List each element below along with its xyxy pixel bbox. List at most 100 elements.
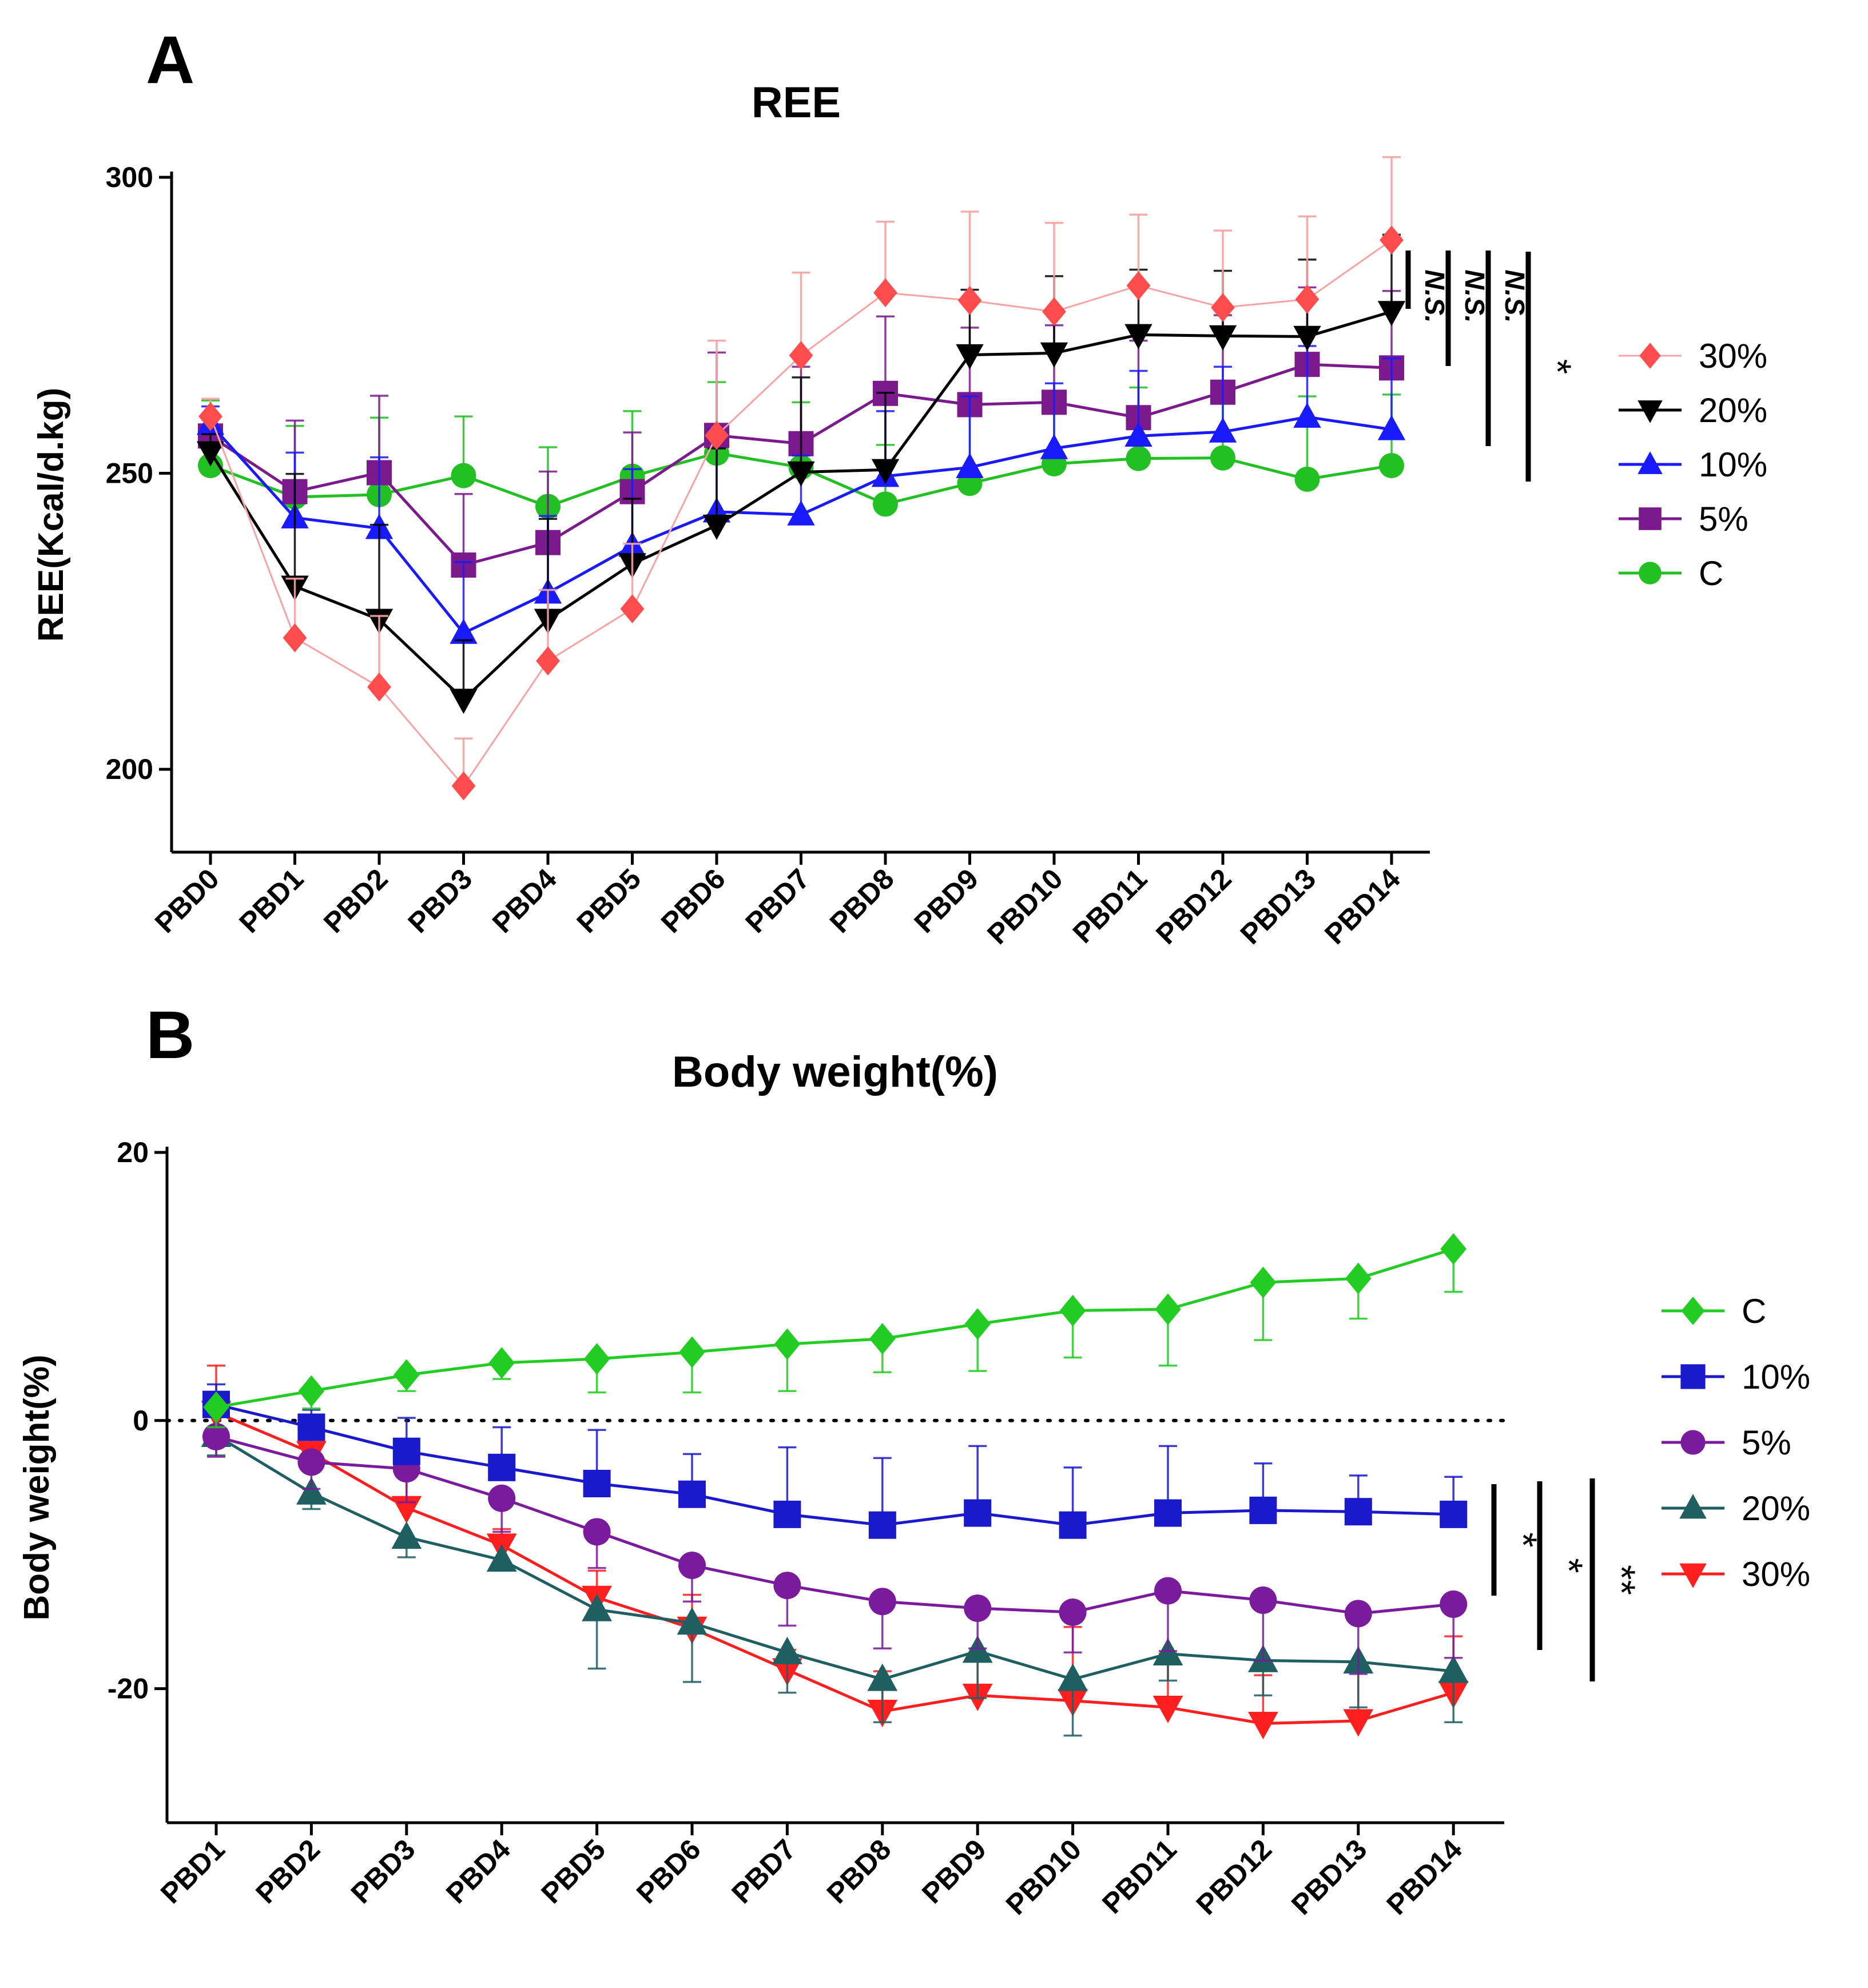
- data-point: [869, 1323, 896, 1355]
- x-tick-label: PBD1: [233, 862, 309, 939]
- x-tick-label: PBD5: [535, 1833, 611, 1910]
- legend-label: C: [1699, 554, 1723, 593]
- data-point: [488, 1484, 516, 1512]
- x-tick-label: PBD9: [908, 862, 984, 939]
- series-5pct: [202, 1422, 1468, 1675]
- data-point: [1042, 297, 1066, 327]
- data-point: [1059, 1511, 1087, 1539]
- data-point: [1344, 1498, 1372, 1526]
- data-point: [486, 1544, 517, 1572]
- data-point: [964, 1308, 991, 1340]
- significance-label: *: [1536, 359, 1579, 374]
- legend-label: C: [1742, 1292, 1766, 1330]
- x-tick-label: PBD14: [1380, 1833, 1468, 1921]
- y-axis-label: Body weight(%): [17, 1355, 57, 1621]
- data-point: [583, 1469, 611, 1497]
- significance-bracket: N.S.: [1445, 251, 1489, 366]
- data-point: [488, 1347, 515, 1379]
- data-point: [488, 1453, 516, 1481]
- y-tick-label: 300: [106, 161, 153, 193]
- data-point: [787, 461, 815, 487]
- legend-entry: C: [1662, 1292, 1766, 1330]
- data-point: [1154, 1577, 1182, 1605]
- y-tick-label: 200: [106, 753, 153, 785]
- data-point: [1440, 1233, 1466, 1265]
- data-point: [1295, 284, 1319, 314]
- data-point: [367, 672, 391, 702]
- data-point: [1209, 325, 1237, 351]
- data-point: [1040, 434, 1068, 459]
- x-tick-label: PBD11: [1067, 862, 1154, 949]
- data-point: [1440, 1500, 1468, 1528]
- x-tick-label: PBD4: [440, 1833, 516, 1910]
- data-point: [956, 344, 984, 369]
- data-point: [956, 452, 984, 478]
- data-point: [702, 514, 731, 540]
- data-point: [789, 341, 813, 370]
- data-point: [871, 459, 900, 484]
- data-point: [1126, 446, 1151, 471]
- series-C: [203, 1233, 1466, 1429]
- significance-label: N.S.: [1459, 269, 1489, 323]
- x-tick-label: PBD6: [655, 862, 732, 939]
- data-point: [1126, 271, 1151, 300]
- legend-marker: [1681, 1297, 1705, 1325]
- chart-title: REE: [752, 78, 841, 127]
- data-point: [705, 420, 729, 450]
- legend-label: 5%: [1699, 500, 1748, 538]
- data-point: [787, 500, 815, 526]
- data-point: [1059, 1598, 1087, 1626]
- x-tick-label: PBD11: [1096, 1833, 1183, 1920]
- data-point: [1209, 417, 1237, 443]
- data-point: [964, 1499, 992, 1527]
- data-point: [873, 278, 897, 308]
- data-point: [283, 623, 307, 653]
- data-point: [394, 1359, 420, 1391]
- legend-label: 20%: [1699, 391, 1767, 430]
- legend-label: 5%: [1742, 1424, 1791, 1462]
- y-tick-label: 0: [133, 1405, 149, 1437]
- x-tick-label: PBD4: [486, 862, 563, 939]
- x-tick-label: PBD7: [725, 1833, 802, 1910]
- data-point: [1058, 1663, 1088, 1691]
- significance-label: N.S.: [1499, 269, 1529, 323]
- data-point: [620, 594, 645, 623]
- significance-label: **: [1600, 1565, 1643, 1595]
- series-20pct: [201, 1419, 1469, 1737]
- legend-label: 30%: [1742, 1555, 1810, 1593]
- legend-entry: 5%: [1619, 500, 1748, 538]
- legend-marker: [1638, 451, 1663, 474]
- legend-marker: [1680, 1364, 1706, 1389]
- legend-entry: 20%: [1619, 391, 1767, 430]
- series-line: [216, 1435, 1454, 1615]
- legend-marker: [1639, 507, 1662, 530]
- series-10pct: [202, 1383, 1468, 1539]
- x-tick-label: PBD3: [345, 1833, 422, 1910]
- data-point: [1344, 1600, 1372, 1628]
- data-point: [450, 689, 478, 714]
- data-point: [392, 1437, 420, 1465]
- legend-entry: 30%: [1619, 337, 1767, 375]
- data-point: [196, 441, 225, 467]
- data-point: [203, 1391, 229, 1423]
- significance-bracket: N.S.: [1405, 251, 1449, 323]
- x-tick-label: PBD8: [824, 862, 900, 939]
- series-line: [216, 1403, 1454, 1527]
- x-tick-label: PBD13: [1285, 1833, 1373, 1921]
- significance-label: *: [1547, 1558, 1591, 1573]
- data-point: [202, 1422, 230, 1450]
- data-point: [1343, 1709, 1374, 1737]
- y-tick-label: 20: [117, 1136, 149, 1168]
- legend-marker: [1639, 343, 1661, 369]
- data-point: [1124, 324, 1152, 349]
- x-tick-label: PBD1: [154, 1833, 231, 1910]
- data-point: [873, 491, 898, 517]
- y-tick-label: -20: [108, 1673, 149, 1705]
- data-point: [391, 1521, 422, 1549]
- data-point: [1124, 422, 1152, 447]
- data-point: [1210, 445, 1235, 471]
- data-point: [1249, 1496, 1277, 1524]
- data-point: [678, 1551, 706, 1579]
- legend-label: 30%: [1699, 337, 1767, 375]
